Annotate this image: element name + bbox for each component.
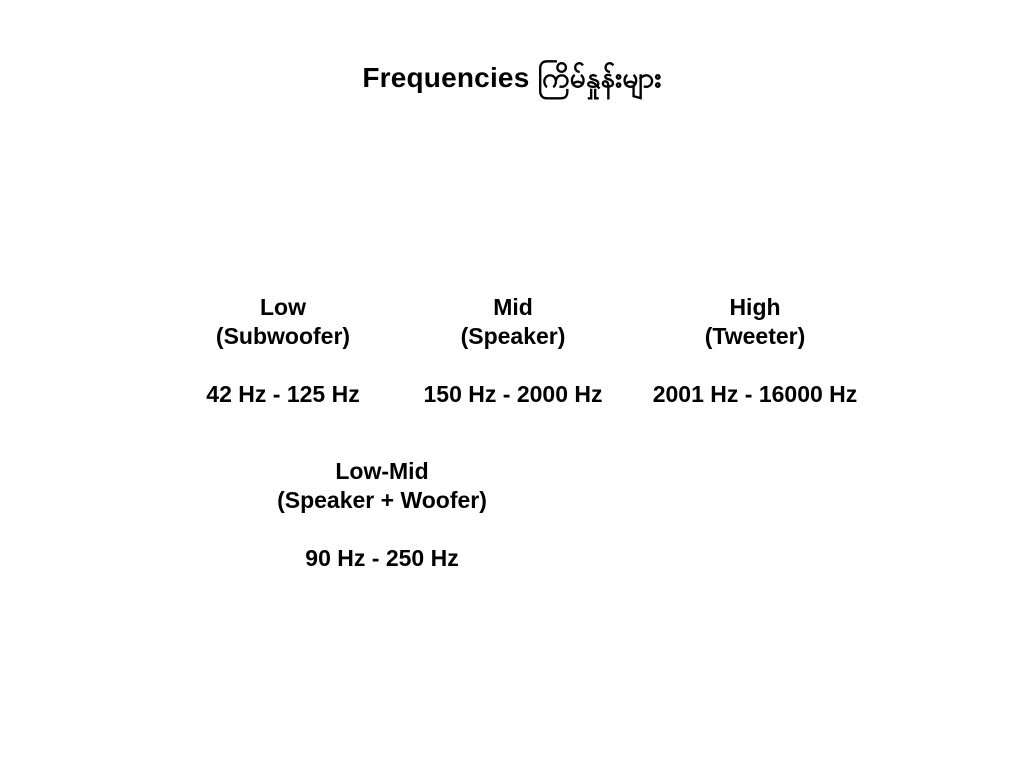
- band-low-range: 42 Hz - 125 Hz: [206, 381, 360, 407]
- band-low-mid-range: 90 Hz - 250 Hz: [305, 545, 459, 571]
- band-low-mid-name: Low-Mid: [335, 458, 429, 484]
- band-high: High (Tweeter) 2001 Hz - 16000 Hz: [653, 293, 858, 409]
- band-mid-device: (Speaker): [460, 323, 566, 349]
- band-low-device: (Subwoofer): [215, 323, 351, 349]
- band-low: Low (Subwoofer) 42 Hz - 125 Hz: [206, 293, 359, 409]
- band-high-range: 2001 Hz - 16000 Hz: [652, 381, 858, 407]
- slide-title: Frequencies ကြိမ်နှုန်းများ: [362, 62, 662, 93]
- band-mid-range: 150 Hz - 2000 Hz: [423, 381, 603, 407]
- band-low-mid: Low-Mid (Speaker + Woofer) 90 Hz - 250 H…: [277, 457, 487, 573]
- band-mid-name: Mid: [493, 294, 533, 320]
- band-mid: Mid (Speaker) 150 Hz - 2000 Hz: [424, 293, 603, 409]
- band-low-name: Low: [260, 294, 306, 320]
- band-high-device: (Tweeter): [704, 323, 806, 349]
- band-high-name: High: [729, 294, 781, 320]
- band-low-mid-device: (Speaker + Woofer): [277, 487, 487, 513]
